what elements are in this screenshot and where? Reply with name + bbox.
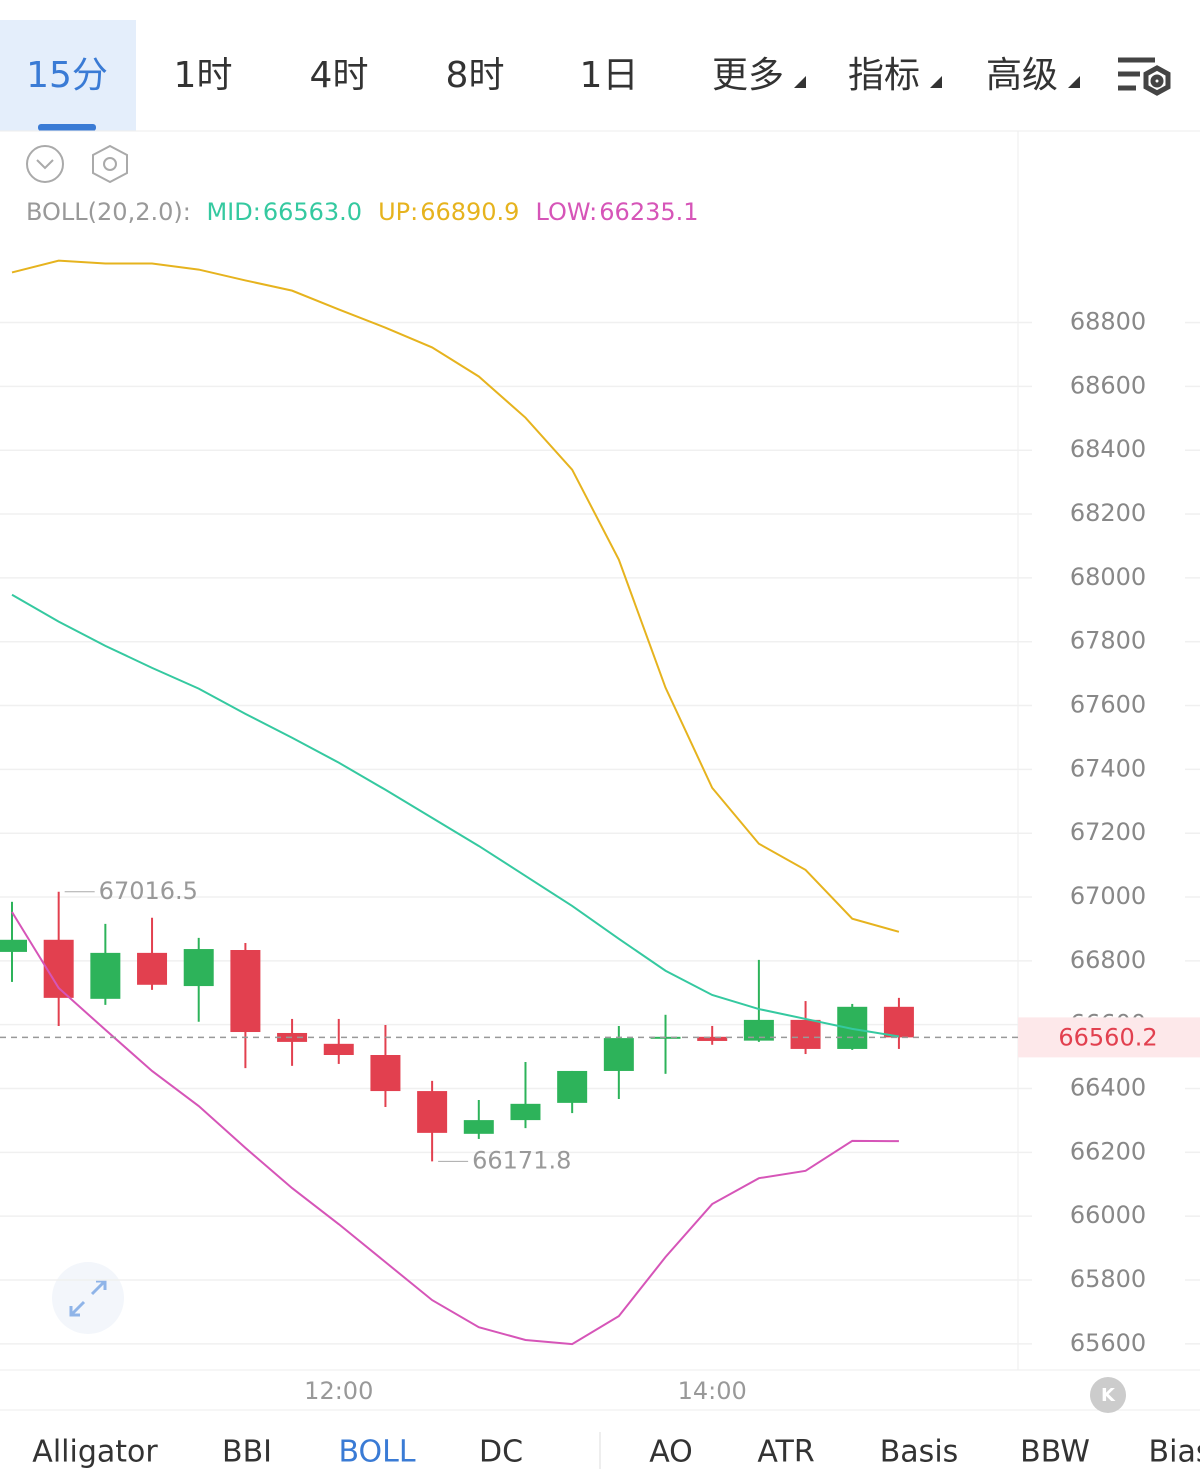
x-tick-label: 12:00 [304,1377,373,1405]
indicator-tab[interactable]: Bias [1149,1435,1200,1469]
y-tick-label: 68800 [1070,308,1146,336]
min-annotation: 66171.8 [472,1146,571,1174]
y-tick-label: 67400 [1070,754,1146,782]
axes: 6560065800660006620066400666006680067000… [0,308,1200,1405]
y-tick-label: 68600 [1070,371,1146,399]
indicator-tabs: Alligator BBI BOLL DC AO ATR Basis BBW Bias [32,1435,1200,1469]
y-tick-label: 67000 [1070,882,1146,910]
candle-body [883,1006,914,1038]
timeframe-tab[interactable]: 15分 [26,55,108,96]
scroll-to-latest[interactable] [1090,1377,1126,1413]
y-tick-label: 68400 [1070,435,1146,463]
timeframe-tab[interactable]: 1日 [580,55,639,96]
legend-entry: MID:66563.0 [206,198,370,226]
grid [0,321,1200,1345]
indicator-settings-icon[interactable] [92,144,128,184]
indicator-tab[interactable]: Basis [880,1435,959,1469]
candle-body [277,1032,308,1042]
y-tick-label: 66800 [1070,946,1146,974]
candle-body [230,950,261,1033]
candle-body [463,1120,494,1134]
indicator-tab[interactable]: BOLL [338,1435,415,1469]
timeframe-tab[interactable]: 高级 [986,55,1058,96]
x-tick-label: 14:00 [678,1377,747,1405]
candle-body [557,1070,588,1103]
indicator-tab[interactable]: BBI [222,1435,272,1469]
legend-value: 66235.1 [599,198,699,226]
y-tick-label: 67800 [1070,627,1146,655]
fullscreen-button[interactable] [52,1262,124,1334]
indicator-line [11,911,899,1346]
indicator-tab[interactable]: BBW [1020,1435,1090,1469]
legend-name: MID: [206,198,261,226]
timeframe-tab[interactable]: 1时 [174,55,233,96]
legend-entry: LOW:66235.1 [535,198,706,226]
candle-body [183,949,214,987]
legend-entry: UP:66890.9 [378,198,527,226]
candle-body [137,952,168,985]
collapse-icon[interactable] [26,145,64,183]
settings-icon[interactable] [1118,57,1171,96]
max-annotation: 67016.5 [99,877,198,905]
dropdown-marker [794,76,806,88]
indicator-tab[interactable]: ATR [757,1435,814,1469]
timeframe-tab[interactable]: 指标 [848,55,920,96]
candle-body [510,1103,541,1121]
candle-body [0,939,27,952]
timeframe-tab[interactable]: 8时 [446,55,505,96]
candle-body [90,952,121,999]
candle-body [603,1038,634,1071]
timeframe-tab[interactable]: 4时 [310,55,369,96]
y-tick-label: 66000 [1070,1201,1146,1229]
collapse-icon-arrow [36,159,54,170]
candle-body [417,1091,448,1133]
y-tick-label: 65800 [1070,1265,1146,1293]
indicator-line [11,593,900,1038]
indicator-legend: BOLL(20,2.0): MID:66563.0 UP:66890.9 LOW:6… [26,198,715,226]
legend-name: LOW: [535,198,598,226]
y-tick-label: 65600 [1070,1329,1146,1357]
dropdown-marker [1068,76,1080,88]
dropdown-marker [930,76,942,88]
scroll-to-latest-icon: K [1101,1385,1116,1406]
toolbar: 15分 1时 4时 8时 1日 更多 指标 高级 [26,55,1080,96]
candle-body [790,1019,821,1049]
legend-value: 66563.0 [262,198,363,226]
legend-name: UP: [378,198,419,226]
indicator-tab[interactable]: AO [649,1435,693,1469]
active-tab-bg [0,20,136,131]
legend-value: 66890.9 [420,198,520,226]
candle-body [370,1055,401,1092]
last-price-label: 66560.2 [1058,1023,1157,1051]
active-tab-indicator [38,124,96,131]
y-tick-label: 68000 [1070,563,1146,591]
y-tick-label: 66200 [1070,1137,1146,1165]
fullscreen-icon [69,1279,107,1317]
last-price-box [1018,1017,1200,1058]
plot [0,259,914,1346]
indicator-line [11,259,900,933]
timeframe-tab[interactable]: 更多 [712,55,784,96]
indicator-label: BOLL(20,2.0): [26,198,191,226]
candle-body [697,1036,728,1041]
y-tick-label: 68200 [1070,499,1146,527]
indicator-tab[interactable]: DC [479,1435,523,1469]
candle-body [743,1019,774,1041]
candle-body [323,1043,354,1055]
y-tick-label: 67600 [1070,691,1146,719]
y-tick-label: 66400 [1070,1074,1146,1102]
y-tick-label: 67200 [1070,818,1146,846]
indicator-tab[interactable]: Alligator [32,1435,158,1469]
indicator-settings-icon-dot [103,157,117,171]
